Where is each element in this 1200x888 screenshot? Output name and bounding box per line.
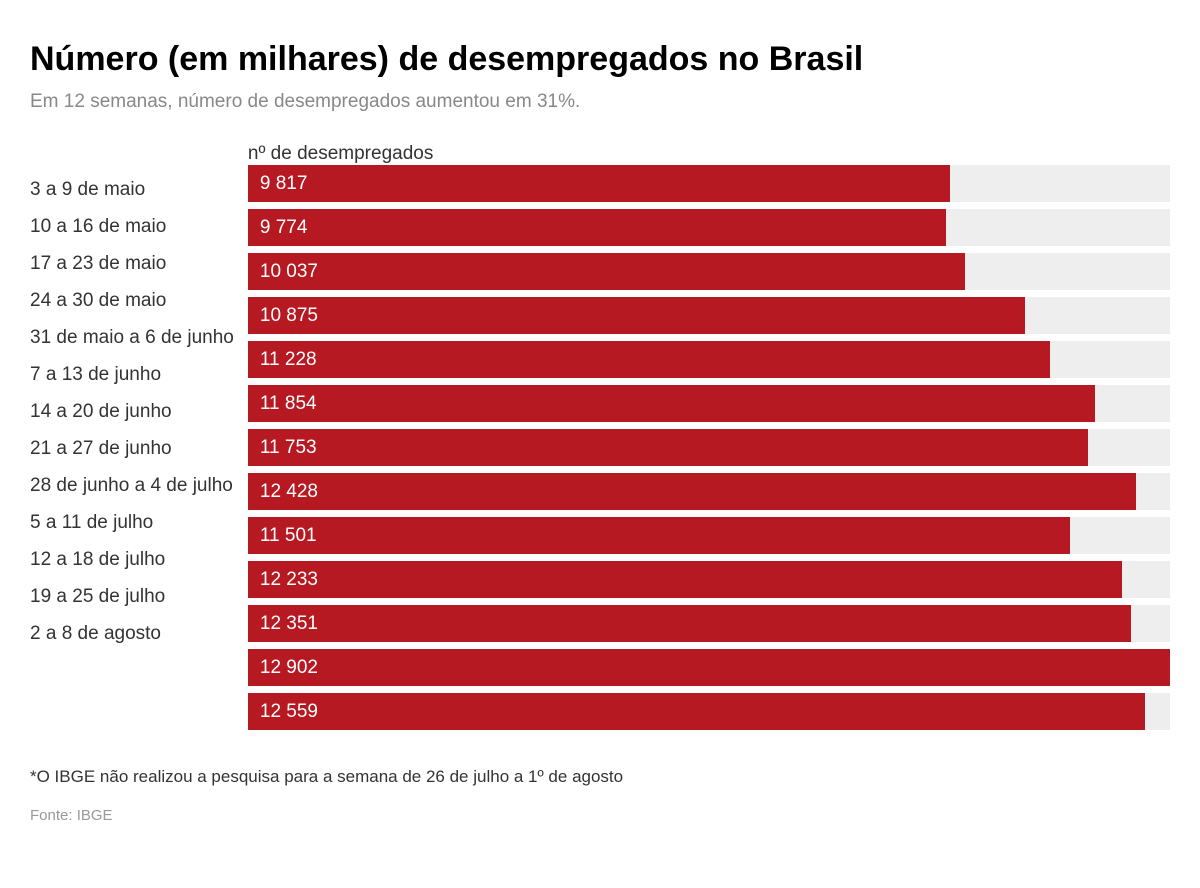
row-label: 10 a 16 de maio [30,208,234,245]
bar-fill: 11 854 [248,385,1095,422]
labels-column: nº de desempregados 3 a 9 de maio10 a 16… [30,143,248,737]
chart-row: 11 501 [248,517,1170,554]
bar-value: 12 559 [260,701,318,723]
row-label: 7 a 13 de junho [30,356,234,393]
chart-subtitle: Em 12 semanas, número de desempregados a… [30,91,1170,113]
bar-track: 9 817 [248,165,1170,202]
bar-fill: 12 428 [248,473,1136,510]
row-label: 17 a 23 de maio [30,245,234,282]
chart-row: 11 228 [248,341,1170,378]
bar-fill: 10 875 [248,297,1025,334]
bar-fill: 12 351 [248,605,1131,642]
chart-row: 10 037 [248,253,1170,290]
row-label: 24 a 30 de maio [30,282,234,319]
row-label: 28 de junho a 4 de julho [30,467,234,504]
bar-track: 10 037 [248,253,1170,290]
chart-title: Número (em milhares) de desempregados no… [30,40,1170,79]
bar-track: 12 233 [248,561,1170,598]
chart-source: Fonte: IBGE [30,807,1170,824]
chart-container: nº de desempregados 3 a 9 de maio10 a 16… [30,143,1170,737]
row-label: 12 a 18 de julho [30,541,234,578]
chart-row: 9 817 [248,165,1170,202]
bar-track: 10 875 [248,297,1170,334]
chart-footnote: *O IBGE não realizou a pesquisa para a s… [30,767,1170,787]
bar-value: 11 753 [260,437,317,459]
bar-track: 9 774 [248,209,1170,246]
chart-row: 9 774 [248,209,1170,246]
bar-value: 11 854 [260,393,317,415]
chart-row: 12 902 [248,649,1170,686]
bar-value: 12 428 [260,481,318,503]
row-label: 19 a 25 de julho [30,578,234,615]
bars-column: nº de desempregados 9 817 9 774 10 037 10 8… [248,143,1170,737]
chart-row: 12 559 [248,693,1170,730]
chart-row: 11 854 [248,385,1170,422]
bar-value: 10 875 [260,305,318,327]
chart-row: 12 428 [248,473,1170,510]
bar-value: 12 351 [260,613,318,635]
bar-value: 9 774 [260,217,308,239]
bar-value: 11 501 [260,525,317,547]
bar-track: 12 428 [248,473,1170,510]
bar-fill: 9 817 [248,165,950,202]
row-label: 3 a 9 de maio [30,171,234,208]
row-label: 21 a 27 de junho [30,430,234,467]
bar-track: 12 351 [248,605,1170,642]
bar-fill: 12 233 [248,561,1122,598]
bar-track: 11 854 [248,385,1170,422]
bar-track: 11 501 [248,517,1170,554]
bar-fill: 12 902 [248,649,1170,686]
bar-track: 11 228 [248,341,1170,378]
row-label: 14 a 20 de junho [30,393,234,430]
bar-fill: 11 753 [248,429,1088,466]
bar-value: 11 228 [260,349,317,371]
bar-track: 12 902 [248,649,1170,686]
bar-fill: 10 037 [248,253,965,290]
chart-row: 10 875 [248,297,1170,334]
bar-value: 12 233 [260,569,318,591]
bar-value: 9 817 [260,173,308,195]
bar-fill: 11 228 [248,341,1050,378]
bar-fill: 11 501 [248,517,1070,554]
column-header: nº de desempregados [248,143,1170,165]
bar-track: 11 753 [248,429,1170,466]
bar-track: 12 559 [248,693,1170,730]
bar-fill: 9 774 [248,209,947,246]
row-label: 2 a 8 de agosto [30,615,234,652]
chart-row: 11 753 [248,429,1170,466]
bar-value: 10 037 [260,261,318,283]
row-label: 5 a 11 de julho [30,504,234,541]
chart-row: 12 351 [248,605,1170,642]
chart-row: 12 233 [248,561,1170,598]
bar-fill: 12 559 [248,693,1146,730]
bar-value: 12 902 [260,657,318,679]
row-label: 31 de maio a 6 de junho [30,319,234,356]
